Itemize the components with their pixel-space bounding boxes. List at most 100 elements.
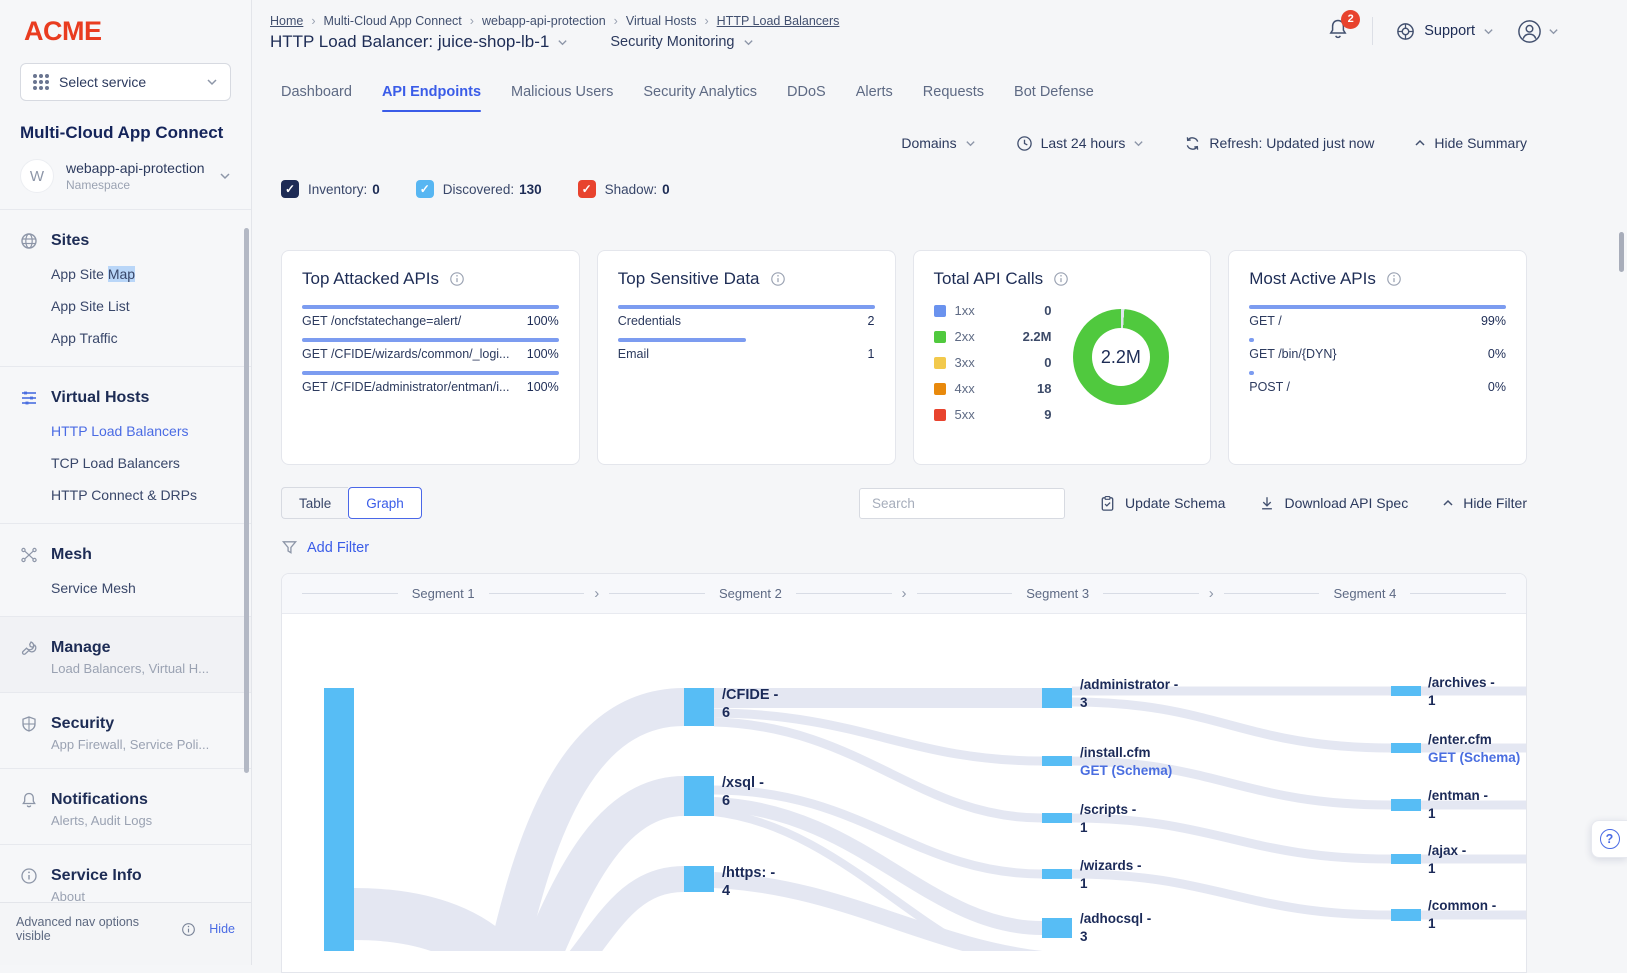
- sankey-node-common[interactable]: [1391, 909, 1421, 921]
- main-scrollbar[interactable]: [1619, 232, 1624, 272]
- tab-api-endpoints[interactable]: API Endpoints: [381, 76, 482, 112]
- breadcrumb-separator: [303, 14, 323, 28]
- hide-advanced-nav-link[interactable]: Hide: [209, 922, 235, 936]
- tab-malicious-users[interactable]: Malicious Users: [511, 84, 614, 100]
- sidebar-item-http-connect-drps[interactable]: HTTP Connect & DRPs: [51, 487, 198, 503]
- shadow-checkbox[interactable]: Shadow: 0: [577, 180, 670, 198]
- sidebar-item-http-load-balancers[interactable]: HTTP Load Balancers: [51, 423, 189, 439]
- active-api-row[interactable]: GET /99%: [1249, 305, 1506, 328]
- sankey-label-cfide[interactable]: /CFIDE -6: [722, 687, 779, 721]
- breadcrumb-multicloud[interactable]: Multi-Cloud App Connect: [323, 14, 462, 28]
- api-endpoints-graph-card: Segment 1 › Segment 2 › Segment 3 › Segm…: [281, 573, 1527, 973]
- update-schema-button[interactable]: Update Schema: [1099, 495, 1225, 512]
- attacked-api-row[interactable]: GET /oncfstatechange=alert/100%: [302, 305, 559, 328]
- tab-requests[interactable]: Requests: [922, 84, 985, 100]
- sidebar-section-manage[interactable]: Manage: [0, 631, 251, 665]
- active-api-row[interactable]: GET /bin/{DYN} 0%: [1249, 338, 1506, 361]
- breadcrumb-namespace[interactable]: webapp-api-protection: [481, 14, 606, 28]
- sidebar-item-tcp-load-balancers[interactable]: TCP Load Balancers: [51, 455, 180, 471]
- sidebar-item-service-mesh[interactable]: Service Mesh: [51, 580, 136, 596]
- help-button[interactable]: ?: [1591, 820, 1627, 858]
- attacked-api-row[interactable]: GET /CFIDE/wizards/common/_logi... 100%: [302, 338, 559, 361]
- sankey-label-install-cfm[interactable]: /install.cfm GET (Schema): [1080, 745, 1173, 778]
- notifications-bell-button[interactable]: 2: [1326, 9, 1361, 46]
- sankey-node-scripts[interactable]: [1042, 813, 1072, 823]
- sankey-node-administrator[interactable]: [1042, 688, 1072, 708]
- breadcrumb-home[interactable]: Home: [270, 14, 304, 28]
- active-api-row[interactable]: POST /0%: [1249, 371, 1506, 394]
- sankey-node-install-cfm[interactable]: [1042, 756, 1072, 766]
- search-input[interactable]: [859, 487, 1066, 519]
- sidebar-section-virtual-hosts[interactable]: Virtual Hosts: [0, 381, 251, 415]
- discovered-checkbox[interactable]: Discovered: 130: [415, 180, 542, 198]
- sidebar-item-app-site-list[interactable]: App Site List: [51, 298, 130, 314]
- schema-link[interactable]: GET (Schema): [1080, 763, 1173, 778]
- attacked-api-row[interactable]: GET /CFIDE/administrator/entman/i... 100%: [302, 371, 559, 394]
- sankey-node-ajax[interactable]: [1391, 854, 1421, 864]
- hide-summary-toggle[interactable]: Hide Summary: [1414, 135, 1527, 151]
- info-icon[interactable]: [449, 271, 465, 287]
- sankey-label-xsql[interactable]: /xsql -6: [722, 775, 764, 809]
- hide-filter-toggle[interactable]: Hide Filter: [1442, 495, 1527, 511]
- chevron-right-icon: ›: [594, 585, 600, 602]
- sankey-label-common[interactable]: /common -1: [1428, 898, 1497, 931]
- namespace-selector[interactable]: W webapp-api-protection Namespace: [0, 149, 251, 209]
- tab-dashboard[interactable]: Dashboard: [281, 84, 352, 100]
- sankey-label-adhocsql[interactable]: /adhocsql -3: [1080, 911, 1152, 944]
- sidebar-section-sites[interactable]: Sites: [0, 224, 251, 258]
- sankey-label-archives[interactable]: /archives -1: [1428, 675, 1495, 708]
- schema-link[interactable]: GET (Schema): [1428, 750, 1521, 765]
- sankey-node-root[interactable]: [324, 688, 354, 951]
- sankey-node-archives[interactable]: [1391, 686, 1421, 696]
- sankey-label-https[interactable]: /https: -4: [722, 865, 776, 899]
- sidebar-section-mesh[interactable]: Mesh: [0, 538, 251, 572]
- breadcrumb-http-lb[interactable]: HTTP Load Balancers: [716, 14, 840, 28]
- summary-cards: Top Attacked APIs GET /oncfstatechange=a…: [281, 250, 1527, 465]
- tab-bot-defense[interactable]: Bot Defense: [1014, 84, 1094, 100]
- sensitive-data-row[interactable]: Credentials 2: [617, 305, 875, 328]
- refresh-button[interactable]: Refresh: Updated just now: [1184, 135, 1374, 152]
- sankey-node-cfide[interactable]: [684, 688, 714, 726]
- sidebar-scrollbar[interactable]: [244, 228, 249, 773]
- sidebar-section-security[interactable]: Security: [0, 707, 251, 741]
- sankey-label-enter-cfm[interactable]: /enter.cfm GET (Schema): [1428, 732, 1521, 765]
- sankey-label-scripts[interactable]: /scripts -1: [1080, 802, 1137, 835]
- sankey-node-adhocsql[interactable]: [1042, 918, 1072, 938]
- sankey-node-wizards[interactable]: [1042, 869, 1072, 879]
- breadcrumb-virtual-hosts[interactable]: Virtual Hosts: [625, 14, 697, 28]
- tab-ddos[interactable]: DDoS: [787, 84, 826, 100]
- security-monitoring-dropdown[interactable]: Security Monitoring: [610, 34, 753, 50]
- support-menu[interactable]: Support: [1395, 21, 1494, 42]
- sidebar-section-notifications[interactable]: Notifications: [0, 783, 251, 817]
- tab-security-analytics[interactable]: Security Analytics: [643, 84, 758, 100]
- sidebar-item-app-traffic[interactable]: App Traffic: [51, 330, 118, 346]
- graph-view-button[interactable]: Graph: [348, 487, 422, 519]
- sidebar-section-service-info[interactable]: Service Info: [0, 859, 251, 893]
- page-title-dropdown[interactable]: HTTP Load Balancer: juice-shop-lb-1: [270, 32, 568, 52]
- inventory-checkbox[interactable]: Inventory: 0: [281, 180, 380, 198]
- select-service-dropdown[interactable]: Select service: [20, 63, 231, 101]
- download-api-spec-button[interactable]: Download API Spec: [1259, 495, 1408, 511]
- table-view-button[interactable]: Table: [281, 487, 349, 519]
- top-header: Home Multi-Cloud App Connect webapp-api-…: [252, 0, 1627, 62]
- sankey-node-xsql[interactable]: [684, 776, 714, 816]
- tab-alerts[interactable]: Alerts: [855, 84, 893, 100]
- user-menu[interactable]: [1516, 18, 1559, 45]
- info-icon[interactable]: [1386, 271, 1402, 287]
- sankey-label-entman[interactable]: /entman -1: [1428, 788, 1489, 821]
- sankey-label-wizards[interactable]: /wizards -1: [1080, 858, 1142, 891]
- card-title: Total API Calls: [933, 269, 1044, 288]
- sensitive-data-row[interactable]: Email 1: [617, 338, 875, 361]
- sidebar-item-app-site-map[interactable]: App Site Map: [51, 266, 136, 282]
- info-icon[interactable]: [770, 271, 786, 287]
- domains-dropdown[interactable]: Domains: [901, 135, 975, 151]
- time-range-dropdown[interactable]: Last 24 hours: [1016, 135, 1145, 152]
- sankey-label-administrator[interactable]: /administrator -3: [1080, 677, 1179, 710]
- info-icon[interactable]: [1053, 271, 1069, 287]
- sankey-node-entman[interactable]: [1391, 799, 1421, 811]
- sankey-label-ajax[interactable]: /ajax -1: [1428, 843, 1467, 876]
- add-filter-button[interactable]: Add Filter: [281, 539, 369, 556]
- sankey-node-enter-cfm[interactable]: [1391, 743, 1421, 753]
- legend-swatch-2xx: [933, 330, 946, 343]
- sankey-node-https[interactable]: [684, 866, 714, 892]
